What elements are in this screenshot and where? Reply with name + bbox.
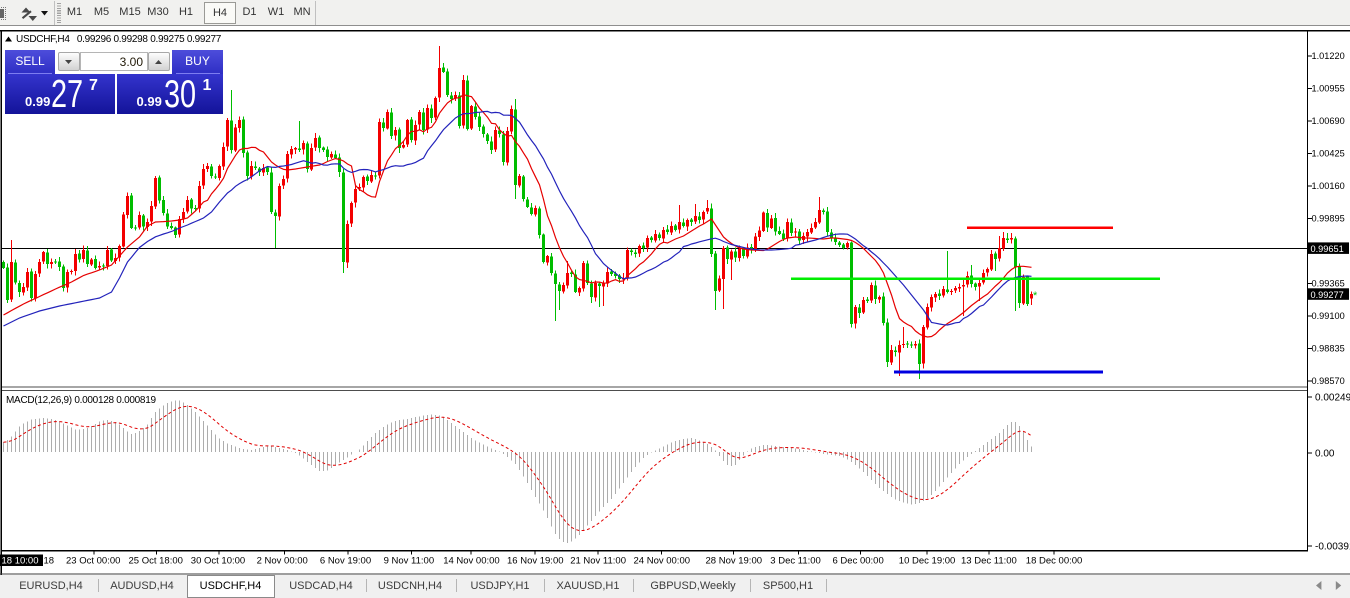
- svg-text:18 10:00: 18 10:00: [2, 556, 39, 567]
- svg-text:0.99895: 0.99895: [1312, 214, 1345, 224]
- svg-text:21 Nov 11:00: 21 Nov 11:00: [570, 556, 626, 567]
- svg-text:25 Oct 18:00: 25 Oct 18:00: [129, 556, 183, 567]
- svg-text:2 Nov 00:00: 2 Nov 00:00: [257, 556, 308, 567]
- svg-text:16 Nov 19:00: 16 Nov 19:00: [507, 556, 564, 567]
- svg-text:0.002492: 0.002492: [1315, 392, 1350, 403]
- svg-text:USDCHF,H4 0.99296 0.99298 0.9: USDCHF,H4 0.99296 0.99298 0.99275 0.9927…: [16, 34, 222, 45]
- svg-text:13 Dec 11:00: 13 Dec 11:00: [961, 556, 1017, 567]
- svg-text:0.98570: 0.98570: [1312, 376, 1345, 386]
- svg-text:14 Nov 00:00: 14 Nov 00:00: [443, 556, 500, 567]
- svg-text:-0.003913: -0.003913: [1315, 542, 1350, 553]
- svg-text:1.00690: 1.00690: [1312, 116, 1345, 126]
- svg-text:0.98835: 0.98835: [1312, 344, 1345, 354]
- svg-text:18: 18: [44, 556, 55, 567]
- svg-text:0.00: 0.00: [1315, 448, 1335, 459]
- svg-text:23 Oct 00:00: 23 Oct 00:00: [66, 556, 120, 567]
- svg-text:0.99100: 0.99100: [1312, 311, 1345, 321]
- svg-text:10 Dec 19:00: 10 Dec 19:00: [899, 556, 956, 567]
- svg-text:9 Nov 11:00: 9 Nov 11:00: [384, 556, 435, 567]
- svg-text:1.00955: 1.00955: [1312, 84, 1345, 94]
- svg-text:0.99277: 0.99277: [1311, 290, 1344, 300]
- svg-text:1.00160: 1.00160: [1312, 181, 1345, 191]
- svg-text:1.00425: 1.00425: [1312, 149, 1345, 159]
- svg-text:0.99651: 0.99651: [1311, 244, 1344, 254]
- svg-text:18 Dec 00:00: 18 Dec 00:00: [1026, 556, 1083, 567]
- svg-text:3 Dec 11:00: 3 Dec 11:00: [770, 556, 821, 567]
- svg-text:0.99365: 0.99365: [1312, 279, 1345, 289]
- svg-text:30 Oct 10:00: 30 Oct 10:00: [191, 556, 245, 567]
- svg-text:1.01220: 1.01220: [1312, 51, 1345, 61]
- svg-text:*: *: [1033, 290, 1038, 302]
- svg-text:6 Nov 19:00: 6 Nov 19:00: [320, 556, 371, 567]
- svg-text:28 Nov 19:00: 28 Nov 19:00: [706, 556, 763, 567]
- svg-text:MACD(12,26,9) 0.000128 0.00081: MACD(12,26,9) 0.000128 0.000819: [6, 395, 156, 406]
- svg-text:6 Dec 00:00: 6 Dec 00:00: [833, 556, 884, 567]
- svg-text:24 Nov 00:00: 24 Nov 00:00: [634, 556, 691, 567]
